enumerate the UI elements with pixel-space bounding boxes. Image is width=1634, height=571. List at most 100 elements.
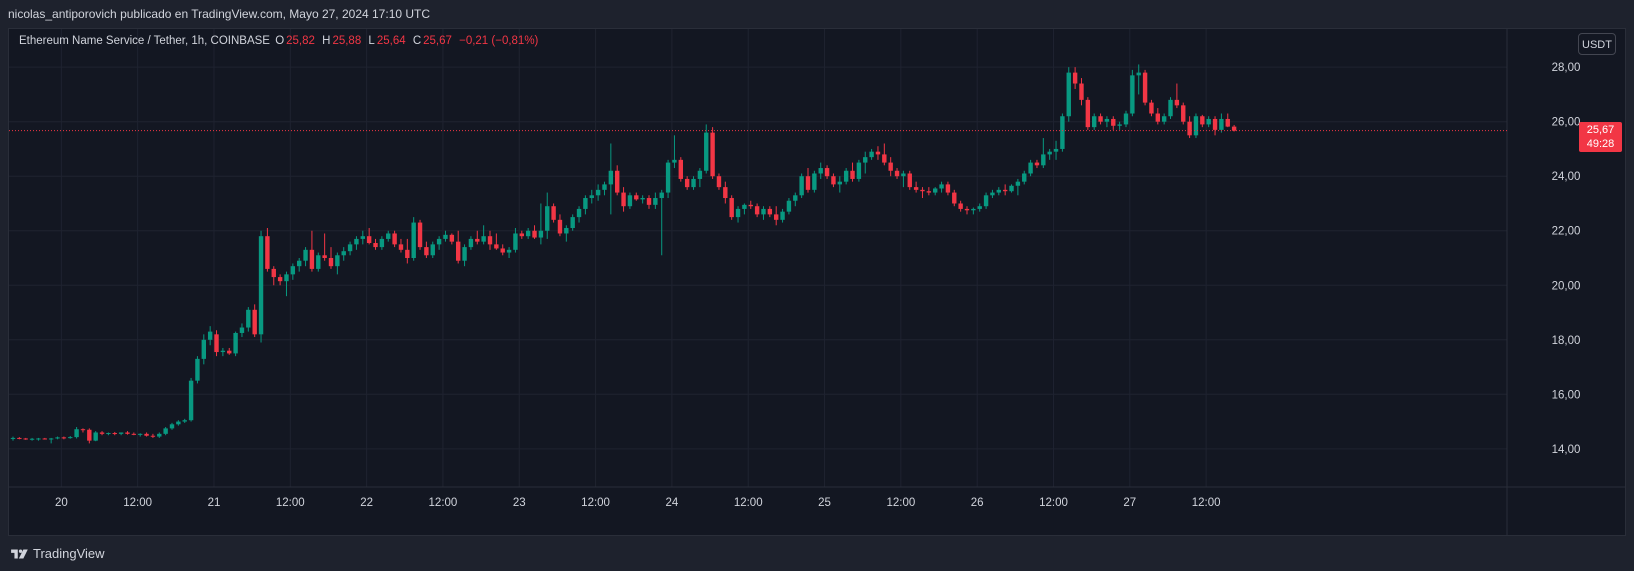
- candle[interactable]: [1231, 124, 1237, 132]
- candle[interactable]: [106, 432, 111, 436]
- candle[interactable]: [80, 428, 86, 433]
- candle[interactable]: [748, 200, 753, 209]
- candle[interactable]: [513, 228, 518, 253]
- candle[interactable]: [856, 159, 862, 182]
- candle[interactable]: [144, 432, 149, 437]
- candle[interactable]: [1149, 99, 1154, 117]
- candle[interactable]: [290, 263, 296, 280]
- candle[interactable]: [933, 187, 938, 196]
- candle[interactable]: [379, 236, 385, 250]
- candle[interactable]: [697, 168, 703, 188]
- candle[interactable]: [977, 203, 982, 212]
- candle[interactable]: [195, 356, 200, 384]
- candle[interactable]: [1168, 97, 1173, 119]
- candle[interactable]: [74, 427, 79, 439]
- candle[interactable]: [1092, 113, 1097, 130]
- candle[interactable]: [1142, 69, 1148, 106]
- candle[interactable]: [468, 236, 474, 250]
- candle[interactable]: [793, 192, 798, 207]
- candle[interactable]: [366, 228, 372, 245]
- candle[interactable]: [29, 437, 35, 441]
- candle[interactable]: [239, 323, 245, 338]
- candle[interactable]: [201, 334, 206, 365]
- candle[interactable]: [417, 219, 423, 250]
- symbol-name[interactable]: Ethereum Name Service / Tether, 1h, COIN…: [19, 35, 270, 47]
- candle[interactable]: [538, 203, 544, 245]
- candle[interactable]: [971, 207, 976, 215]
- candle[interactable]: [729, 195, 734, 220]
- candle[interactable]: [1060, 113, 1065, 152]
- candle[interactable]: [907, 170, 912, 190]
- candle[interactable]: [252, 304, 257, 338]
- candle[interactable]: [506, 247, 512, 258]
- candle[interactable]: [958, 200, 963, 212]
- candle[interactable]: [10, 436, 16, 441]
- candle[interactable]: [265, 228, 270, 272]
- candle[interactable]: [735, 206, 741, 223]
- candle[interactable]: [182, 418, 187, 423]
- candle[interactable]: [659, 189, 664, 256]
- candle[interactable]: [1034, 159, 1040, 169]
- candle[interactable]: [1022, 170, 1027, 185]
- candle[interactable]: [271, 266, 276, 286]
- candle[interactable]: [945, 181, 951, 196]
- candle[interactable]: [17, 437, 22, 440]
- candle[interactable]: [1200, 114, 1205, 128]
- candle[interactable]: [1130, 69, 1135, 117]
- candle[interactable]: [118, 432, 124, 436]
- candle[interactable]: [1225, 113, 1230, 128]
- candle[interactable]: [665, 159, 671, 199]
- chart-pane[interactable]: 14,00 16,00 18,00 20,00 22,00 24,00 26,00 28,00…: [8, 28, 1626, 536]
- candle[interactable]: [55, 436, 60, 440]
- candle[interactable]: [608, 143, 614, 215]
- candle[interactable]: [653, 192, 658, 209]
- candle[interactable]: [646, 195, 652, 209]
- candle[interactable]: [824, 165, 830, 179]
- currency-button[interactable]: USDT: [1578, 33, 1616, 55]
- candle[interactable]: [1136, 64, 1141, 95]
- candle[interactable]: [494, 233, 499, 250]
- candle[interactable]: [449, 233, 455, 245]
- candle[interactable]: [799, 173, 804, 199]
- candle[interactable]: [831, 173, 836, 188]
- candle[interactable]: [850, 162, 855, 182]
- candle[interactable]: [398, 238, 404, 253]
- candle[interactable]: [888, 157, 893, 177]
- candle[interactable]: [392, 230, 397, 248]
- candle[interactable]: [1098, 113, 1103, 125]
- candle[interactable]: [316, 252, 321, 272]
- candle[interactable]: [602, 181, 607, 196]
- candle[interactable]: [863, 151, 868, 174]
- candle[interactable]: [214, 330, 219, 357]
- candle[interactable]: [525, 228, 531, 239]
- candle[interactable]: [926, 187, 932, 196]
- candle[interactable]: [23, 437, 28, 440]
- candle[interactable]: [964, 206, 970, 215]
- candle[interactable]: [169, 422, 175, 430]
- candle[interactable]: [882, 143, 887, 166]
- candle[interactable]: [1161, 113, 1167, 125]
- candle[interactable]: [843, 168, 849, 185]
- candle[interactable]: [723, 181, 728, 204]
- candle[interactable]: [767, 206, 773, 218]
- candle[interactable]: [150, 433, 156, 438]
- candle[interactable]: [1066, 67, 1071, 122]
- candle[interactable]: [983, 192, 989, 209]
- candle[interactable]: [309, 230, 315, 272]
- candle[interactable]: [1193, 113, 1199, 139]
- candle[interactable]: [990, 189, 995, 199]
- candle[interactable]: [920, 187, 925, 199]
- candle[interactable]: [424, 241, 429, 258]
- candle[interactable]: [570, 214, 575, 231]
- candle[interactable]: [710, 127, 715, 179]
- candle[interactable]: [1206, 116, 1211, 128]
- candle[interactable]: [1015, 178, 1021, 196]
- candle[interactable]: [36, 437, 41, 441]
- candle[interactable]: [386, 230, 391, 242]
- candle[interactable]: [42, 437, 47, 440]
- candle[interactable]: [360, 230, 365, 245]
- candle[interactable]: [1212, 116, 1218, 136]
- candle[interactable]: [805, 168, 811, 193]
- candle[interactable]: [754, 203, 760, 218]
- candle[interactable]: [1072, 67, 1078, 89]
